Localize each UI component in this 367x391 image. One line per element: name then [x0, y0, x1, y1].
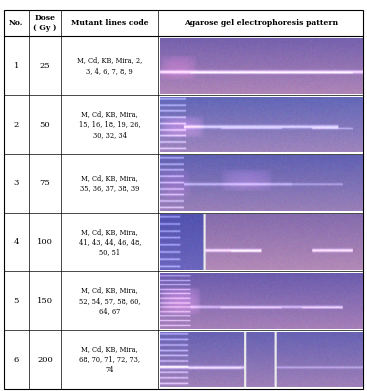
Text: 75: 75: [40, 179, 50, 187]
Text: Agarose gel electrophoresis pattern: Agarose gel electrophoresis pattern: [184, 19, 338, 27]
Text: 5: 5: [14, 297, 19, 305]
Text: 100: 100: [37, 238, 53, 246]
Text: 25: 25: [40, 62, 50, 70]
Text: Mutant lines code: Mutant lines code: [71, 19, 149, 27]
Text: 1: 1: [14, 62, 19, 70]
Text: M, Cd, KB, Mira,
52, 54, 57, 58, 60,
64, 67: M, Cd, KB, Mira, 52, 54, 57, 58, 60, 64,…: [79, 287, 141, 315]
Text: 50: 50: [40, 120, 50, 129]
Text: M, Cd, KB, Mira,
35, 36, 37, 38, 39: M, Cd, KB, Mira, 35, 36, 37, 38, 39: [80, 174, 139, 192]
Text: M, Cd, KB, Mira,
68, 70, 71, 72, 73,
74: M, Cd, KB, Mira, 68, 70, 71, 72, 73, 74: [79, 345, 140, 374]
Text: Dose
( Gy ): Dose ( Gy ): [33, 14, 57, 32]
Text: 2: 2: [14, 120, 19, 129]
Text: 4: 4: [14, 238, 19, 246]
Text: M, Cd, KB, Mira,
41, 43, 44, 46, 48,
50, 51: M, Cd, KB, Mira, 41, 43, 44, 46, 48, 50,…: [79, 228, 141, 256]
Text: M, Cd, KB, Mira,
15, 16, 18, 19, 26,
30, 32, 34: M, Cd, KB, Mira, 15, 16, 18, 19, 26, 30,…: [79, 110, 141, 139]
Text: 6: 6: [14, 356, 19, 364]
Text: No.: No.: [9, 19, 23, 27]
Text: 200: 200: [37, 356, 53, 364]
Text: 3: 3: [14, 179, 19, 187]
Text: M, Cd, KB, Mira, 2,
3, 4, 6, 7, 8, 9: M, Cd, KB, Mira, 2, 3, 4, 6, 7, 8, 9: [77, 57, 142, 75]
Text: 150: 150: [37, 297, 53, 305]
